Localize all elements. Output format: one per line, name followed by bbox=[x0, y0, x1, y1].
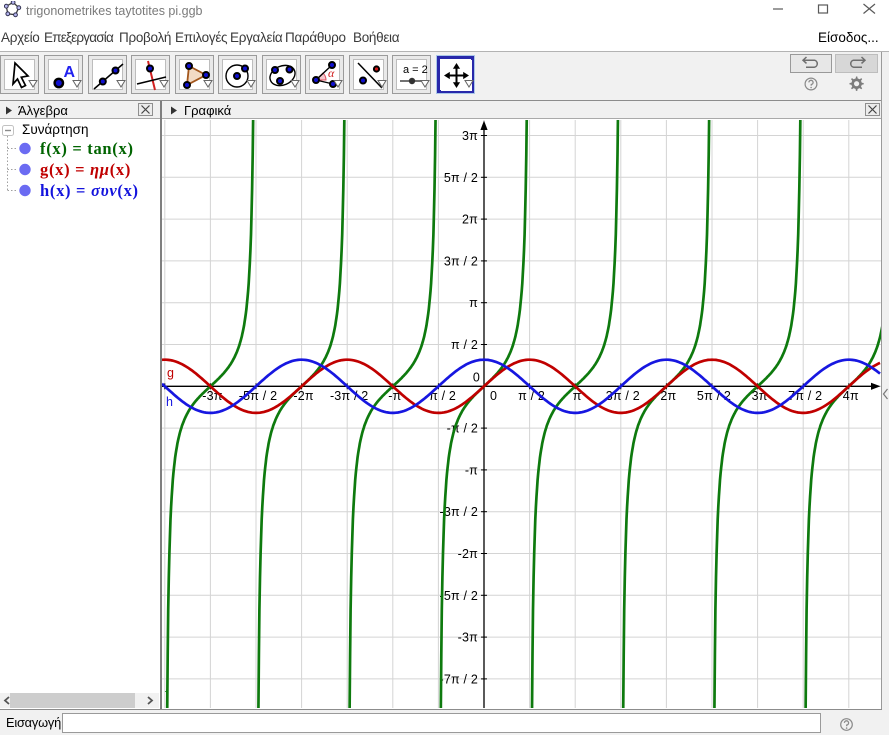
svg-text:π: π bbox=[573, 389, 582, 403]
svg-text:-2π: -2π bbox=[458, 547, 479, 561]
svg-text:π / 2: π / 2 bbox=[451, 338, 478, 352]
svg-text:5π / 2: 5π / 2 bbox=[697, 389, 731, 403]
svg-text:-7π / 2: -7π / 2 bbox=[439, 672, 478, 686]
svg-text:-2π: -2π bbox=[293, 389, 314, 403]
svg-text:-3π / 2: -3π / 2 bbox=[330, 389, 369, 403]
svg-text:2π: 2π bbox=[660, 389, 676, 403]
svg-text:π: π bbox=[469, 296, 478, 310]
svg-text:2π: 2π bbox=[462, 213, 478, 227]
svg-text:g: g bbox=[167, 366, 174, 380]
svg-text:3π / 2: 3π / 2 bbox=[444, 254, 478, 268]
svg-text:4π: 4π bbox=[843, 389, 859, 403]
svg-text:h: h bbox=[166, 395, 173, 409]
svg-text:0: 0 bbox=[473, 370, 480, 384]
svg-text:5π / 2: 5π / 2 bbox=[444, 171, 478, 185]
svg-text:-5π / 2: -5π / 2 bbox=[439, 589, 478, 603]
svg-text:a = 2: a = 2 bbox=[403, 64, 428, 76]
svg-text:-π: -π bbox=[465, 463, 478, 477]
svg-text:-3π / 2: -3π / 2 bbox=[439, 505, 478, 519]
svg-text:α: α bbox=[328, 66, 335, 80]
svg-text:3π: 3π bbox=[462, 129, 478, 143]
svg-text:0: 0 bbox=[490, 389, 497, 403]
svg-text:-π / 2: -π / 2 bbox=[447, 422, 478, 436]
svg-text:A: A bbox=[64, 64, 76, 81]
svg-text:-3π: -3π bbox=[458, 631, 479, 645]
